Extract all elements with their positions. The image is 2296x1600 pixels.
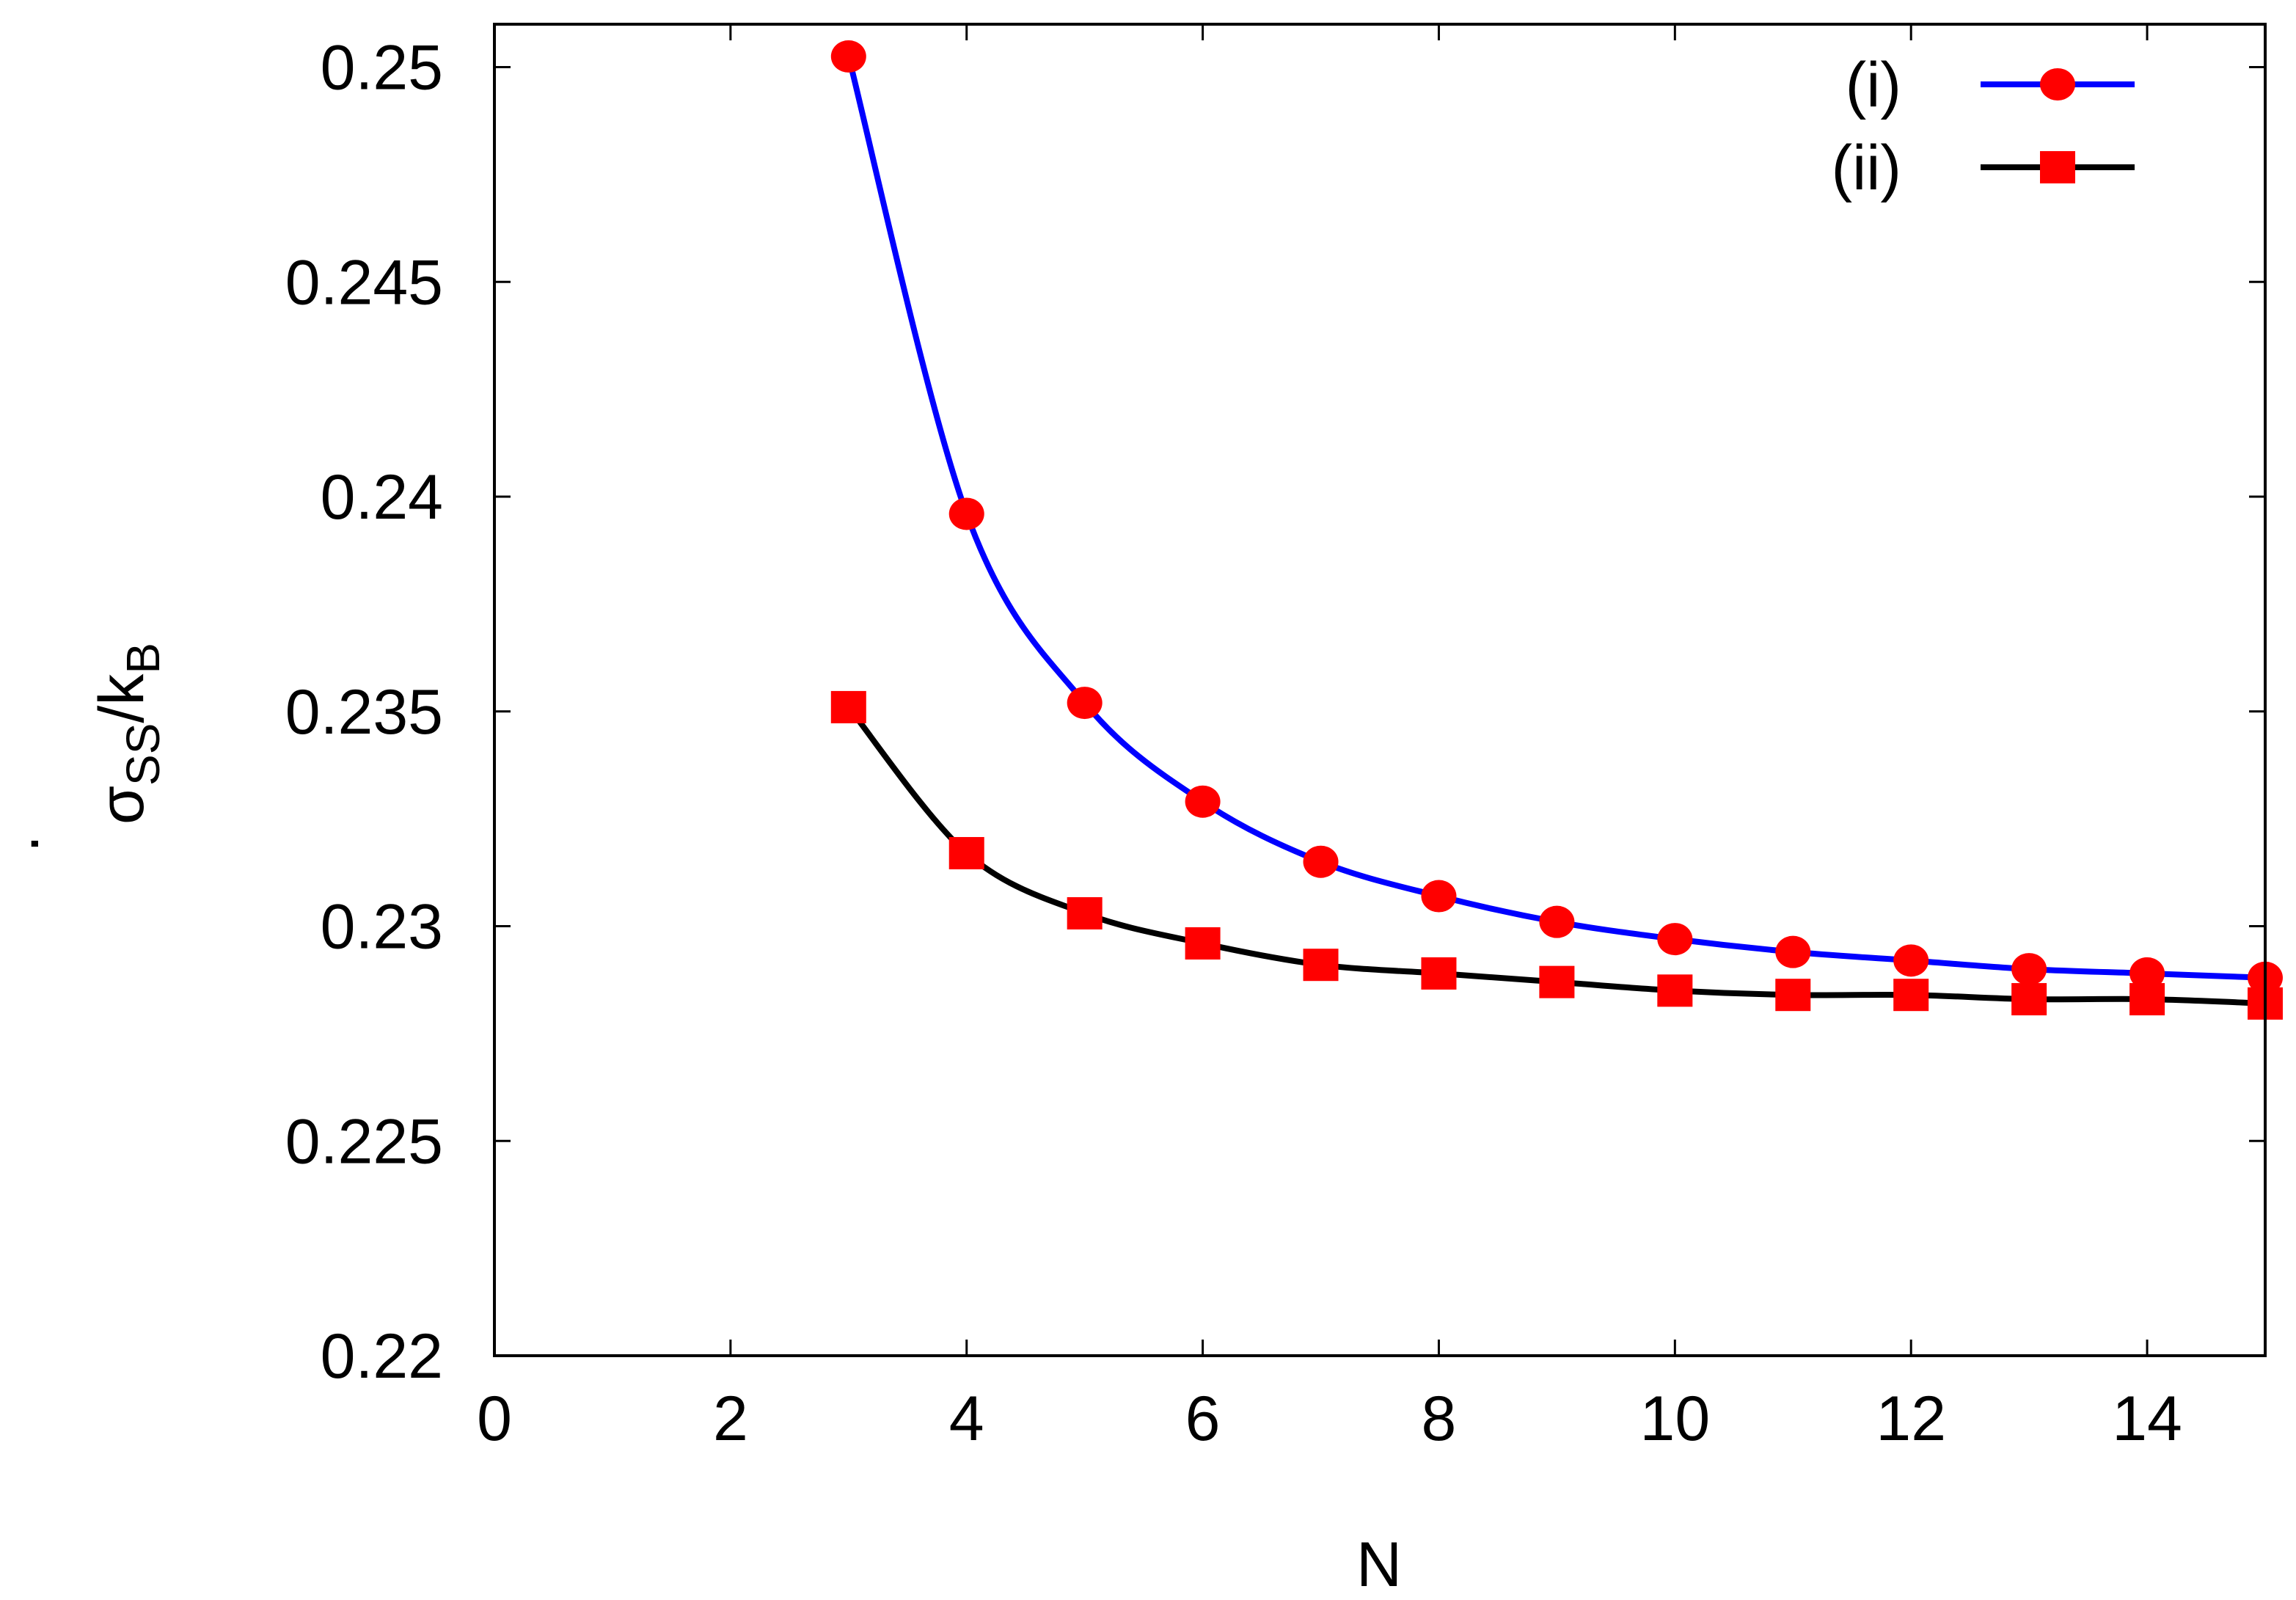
y-axis-title-slash: /k xyxy=(87,673,157,723)
x-tick-label: 2 xyxy=(713,1384,748,1454)
x-axis-title: N xyxy=(1356,1530,1402,1600)
plot-area xyxy=(830,40,2283,1020)
series-1-point xyxy=(948,497,984,530)
y-tick-label: 0.225 xyxy=(285,1106,443,1177)
axes: 0 2 4 6 8 10 12 14 0.22 0.225 0.23 0.235 0.24 0.245 0.… xyxy=(285,23,2267,1454)
series-2-point xyxy=(1775,979,1811,1012)
series-1-point xyxy=(1775,935,1811,968)
series-1-point xyxy=(830,40,866,73)
series-1-line xyxy=(845,55,2266,981)
series-2 xyxy=(830,690,2283,1020)
x-tick-label: 8 xyxy=(1422,1384,1457,1454)
svg-text:σSS/kB: σSS/kB xyxy=(87,643,169,825)
y-tick-label: 0.23 xyxy=(321,892,443,962)
x-tick-label: 4 xyxy=(949,1384,984,1454)
y-tick-label: 0.235 xyxy=(285,677,443,748)
series-2-point xyxy=(1893,979,1929,1012)
legend-label-2: (ii) xyxy=(1832,133,1902,203)
series-2-point xyxy=(1539,965,1575,998)
series-1-point xyxy=(1185,785,1221,818)
x-tick-label: 10 xyxy=(1639,1384,1710,1454)
series-2-point xyxy=(830,690,866,723)
series-1-point xyxy=(1539,905,1575,938)
series-2-point xyxy=(1067,896,1103,929)
y-tick-label: 0.22 xyxy=(321,1321,443,1392)
y-tick-label: 0.24 xyxy=(321,462,443,533)
series-1-point xyxy=(1893,944,1929,977)
series-2-line xyxy=(846,705,2266,1007)
legend: (i) (ii) xyxy=(1832,50,2135,203)
x-tick-label: 0 xyxy=(477,1384,512,1454)
series-1-point xyxy=(1303,845,1339,878)
legend-marker-2 xyxy=(2040,151,2075,183)
series-1-point xyxy=(2129,957,2165,990)
y-axis-title-sub2: B xyxy=(117,643,169,674)
series-2-point xyxy=(1657,974,1693,1007)
series-2-point xyxy=(1421,957,1457,990)
series-1-point xyxy=(1657,923,1693,956)
series-2-point xyxy=(948,836,984,869)
plot-frame xyxy=(493,23,2267,1357)
x-tick-label: 6 xyxy=(1185,1384,1221,1454)
y-tick-label: 0.25 xyxy=(321,33,443,103)
y-axis-title-symbol: σ xyxy=(87,786,157,825)
legend-marker-1 xyxy=(2040,68,2075,101)
x-tick-label: 14 xyxy=(2112,1384,2182,1454)
legend-label-1: (i) xyxy=(1846,50,1901,120)
y-axis-title: σSS/kB · xyxy=(0,643,169,854)
x-tick-label: 12 xyxy=(1876,1384,1946,1454)
series-1-point xyxy=(1067,687,1103,720)
series-2-point xyxy=(1185,927,1221,960)
y-axis-title-sub1: SS xyxy=(117,723,169,786)
series-1-point xyxy=(2011,953,2047,986)
series-2-point xyxy=(2129,983,2165,1016)
series-2-point xyxy=(2011,983,2047,1016)
series-1 xyxy=(830,40,2283,994)
y-tick-label: 0.245 xyxy=(285,247,443,318)
y-axis-title-dot: · xyxy=(0,833,66,855)
series-1-point xyxy=(1421,880,1457,913)
series-2-point xyxy=(1303,949,1339,982)
